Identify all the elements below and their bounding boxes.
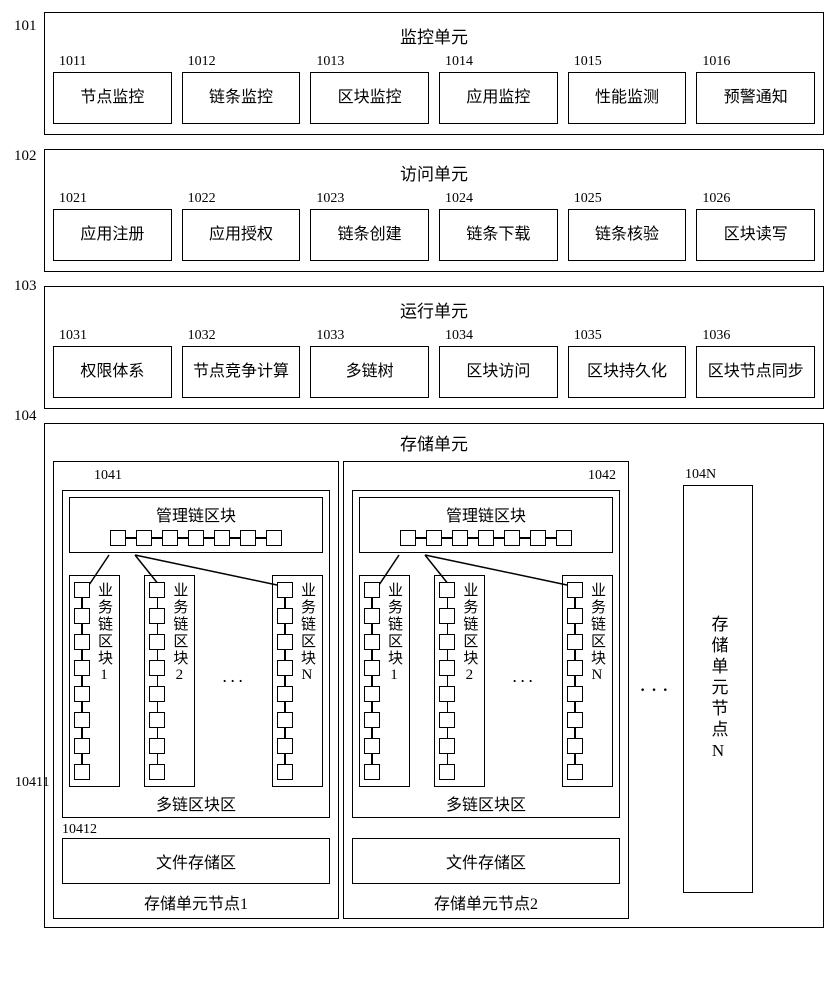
cell: 1015性能监测 [568,54,687,124]
file-store-box: 文件存储区 [62,838,330,884]
cell: 1016预警通知 [696,54,815,124]
cell: 1026区块读写 [696,191,815,261]
cell: 1021应用注册 [53,191,172,261]
unit-runtime-id: 103 [14,278,37,295]
cell: 1011节点监控 [53,54,172,124]
unit-monitor-title: 监控单元 [53,21,815,54]
node-title: 存储单元节点1 [62,890,330,914]
unit-monitor-id: 101 [14,18,37,35]
cell-box: 区块节点同步 [696,346,815,398]
cell-box: 性能监测 [568,72,687,124]
cell: 1024链条下载 [439,191,558,261]
cell-box: 节点监控 [53,72,172,124]
unit-runtime: 运行单元 1031权限体系 1032节点竞争计算 1033多链树 1034区块访… [44,286,824,409]
storage-node-1: 1041 管理链区块 业务链区块1 [53,461,339,919]
cell-box: 链条创建 [310,209,429,261]
biz-col-2: 业务链区块2 [144,575,195,787]
cell-box: 区块监控 [310,72,429,124]
file-store-box: 文件存储区 [352,838,620,884]
multi-chain-label: 多链区块区 [359,791,613,815]
unit-runtime-row: 1031权限体系 1032节点竞争计算 1033多链树 1034区块访问 103… [53,328,815,398]
noden-id: 104N [683,461,753,485]
cell-box: 多链树 [310,346,429,398]
cell: 1035区块持久化 [568,328,687,398]
biz-col-2: 业务链区块2 [434,575,485,787]
unit-monitor: 监控单元 1011节点监控 1012链条监控 1013区块监控 1014应用监控… [44,12,824,135]
biz-col-n: 业务链区块N [272,575,323,787]
unit-storage: 存储单元 1041 管理链区块 [44,423,824,928]
node1-id: 1041 [94,468,122,484]
unit-storage-id: 104 [14,408,37,425]
unit-access-title: 访问单元 [53,158,815,191]
cell-box: 应用注册 [53,209,172,261]
biz-dots: ··· [220,671,248,692]
cell: 1034区块访问 [439,328,558,398]
unit-access: 访问单元 1021应用注册 1022应用授权 1023链条创建 1024链条下载… [44,149,824,272]
cell: 1022应用授权 [182,191,301,261]
storage-dots: ··· [633,677,679,703]
cell-box: 区块读写 [696,209,815,261]
biz-col-1: 业务链区块1 [69,575,120,787]
cell: 1031权限体系 [53,328,172,398]
multi-chain-id: 10411 [15,775,49,791]
unit-monitor-row: 1011节点监控 1012链条监控 1013区块监控 1014应用监控 1015… [53,54,815,124]
mgmt-chain-box: 管理链区块 [69,497,323,553]
biz-row: 业务链区块1 业务链区块2 ··· 业务链区块N [359,575,613,787]
cell-box: 预警通知 [696,72,815,124]
cell-box: 区块持久化 [568,346,687,398]
node2-id: 1042 [588,468,616,484]
multi-chain-area-1: 管理链区块 业务链区块1 [62,490,330,818]
storage-node-n: 存储单元节点N [683,485,753,893]
storage-row: 1041 管理链区块 业务链区块1 [53,461,815,919]
unit-runtime-title: 运行单元 [53,295,815,328]
cell: 1014应用监控 [439,54,558,124]
cell: 1013区块监控 [310,54,429,124]
storage-node-2: 1042 管理链区块 业务链区块1 [343,461,629,919]
cell: 1033多链树 [310,328,429,398]
cell-box: 节点竞争计算 [182,346,301,398]
cell: 1025链条核验 [568,191,687,261]
biz-dots: ··· [510,671,538,692]
cell: 1023链条创建 [310,191,429,261]
h-chain [366,530,606,546]
cell-box: 应用授权 [182,209,301,261]
unit-access-row: 1021应用注册 1022应用授权 1023链条创建 1024链条下载 1025… [53,191,815,261]
file-store-id: 10412 [62,822,330,838]
biz-row: 业务链区块1 业务链区块2 ··· 业务链区块N [69,575,323,787]
biz-col-1: 业务链区块1 [359,575,410,787]
unit-access-id: 102 [14,148,37,165]
file-store-spacer [352,822,620,838]
cell-box: 权限体系 [53,346,172,398]
multi-chain-label: 多链区块区 [69,791,323,815]
cell-box: 应用监控 [439,72,558,124]
multi-chain-area-2: 管理链区块 业务链区块1 [352,490,620,818]
cell: 1036区块节点同步 [696,328,815,398]
cell-box: 区块访问 [439,346,558,398]
node-title: 存储单元节点2 [352,890,620,914]
cell-box: 链条下载 [439,209,558,261]
biz-col-n: 业务链区块N [562,575,613,787]
cell: 1012链条监控 [182,54,301,124]
mgmt-chain-box: 管理链区块 [359,497,613,553]
cell-box: 链条监控 [182,72,301,124]
cell: 1032节点竞争计算 [182,328,301,398]
unit-storage-title: 存储单元 [53,428,815,461]
cell-box: 链条核验 [568,209,687,261]
h-chain [76,530,316,546]
